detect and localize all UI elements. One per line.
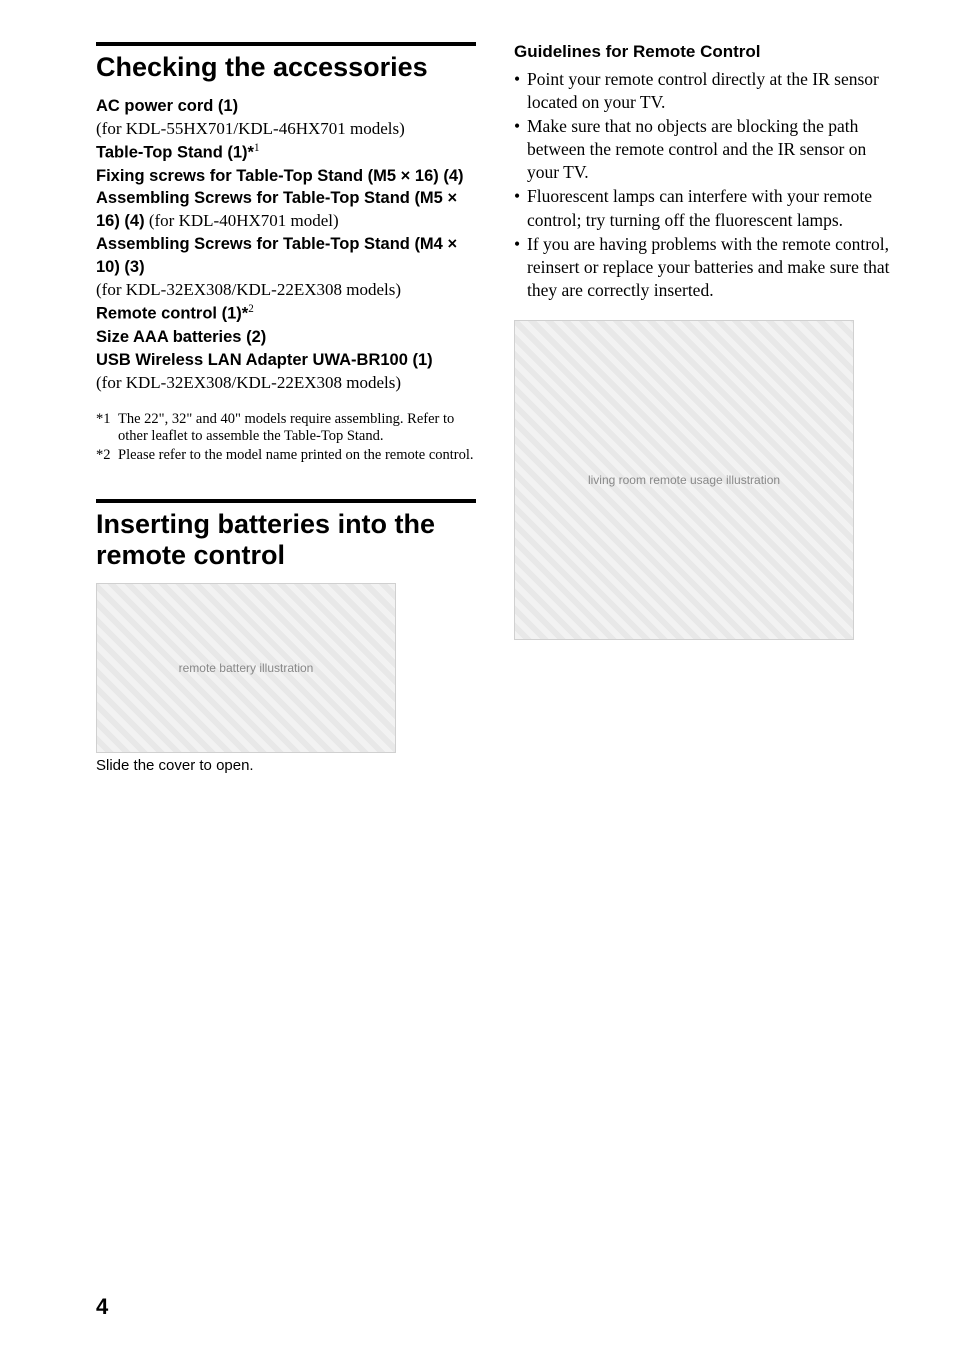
illustration-caption: Slide the cover to open. — [96, 757, 476, 774]
guideline-item: If you are having problems with the remo… — [514, 233, 894, 302]
acc-item: AC power cord (1) — [96, 97, 238, 115]
guideline-item: Point your remote control directly at th… — [514, 68, 894, 114]
page-number: 4 — [96, 1294, 108, 1320]
footnote-text: The 22", 32" and 40" models require asse… — [118, 411, 476, 446]
footnotes: *1 The 22", 32" and 40" models require a… — [96, 411, 476, 465]
acc-item: Assembling Screws for Table-Top Stand (M… — [96, 235, 457, 276]
acc-item: Fixing screws for Table-Top Stand (M5 × … — [96, 167, 464, 185]
acc-note: (for KDL-40HX701 model) — [145, 211, 339, 230]
illustration-label: remote battery illustration — [179, 661, 314, 675]
illustration-label: living room remote usage illustration — [588, 473, 780, 487]
section-rule — [96, 42, 476, 46]
guideline-item: Fluorescent lamps can interfere with you… — [514, 185, 894, 231]
acc-item: Size AAA batteries (2) — [96, 328, 266, 346]
acc-note: (for KDL-32EX308/KDL-22EX308 models) — [96, 373, 401, 392]
footnote: *1 The 22", 32" and 40" models require a… — [96, 411, 476, 446]
footnote-mark: *1 — [96, 411, 118, 446]
acc-item: USB Wireless LAN Adapter UWA-BR100 (1) — [96, 351, 433, 369]
acc-item: Table-Top Stand (1)* — [96, 144, 254, 162]
acc-note: (for KDL-32EX308/KDL-22EX308 models) — [96, 280, 401, 299]
sup: 2 — [248, 303, 254, 315]
footnote-mark: *2 — [96, 447, 118, 464]
subheading-guidelines: Guidelines for Remote Control — [514, 42, 894, 62]
left-column: Checking the accessories AC power cord (… — [96, 42, 476, 774]
living-room-illustration: living room remote usage illustration — [514, 320, 854, 640]
section-rule — [96, 499, 476, 503]
right-column: Guidelines for Remote Control Point your… — [514, 42, 894, 774]
guideline-item: Make sure that no objects are blocking t… — [514, 115, 894, 184]
acc-item: Remote control (1)* — [96, 305, 248, 323]
heading-batteries: Inserting batteries into the remote cont… — [96, 509, 476, 571]
heading-accessories: Checking the accessories — [96, 52, 476, 83]
sup: 1 — [254, 142, 260, 154]
guideline-list: Point your remote control directly at th… — [514, 68, 894, 302]
remote-battery-illustration: remote battery illustration — [96, 583, 396, 753]
acc-note: (for KDL-55HX701/KDL-46HX701 models) — [96, 119, 405, 138]
accessory-list: AC power cord (1) (for KDL-55HX701/KDL-4… — [96, 95, 476, 395]
footnote: *2 Please refer to the model name printe… — [96, 447, 476, 464]
section-inserting-batteries: Inserting batteries into the remote cont… — [96, 499, 476, 774]
footnote-text: Please refer to the model name printed o… — [118, 447, 476, 464]
